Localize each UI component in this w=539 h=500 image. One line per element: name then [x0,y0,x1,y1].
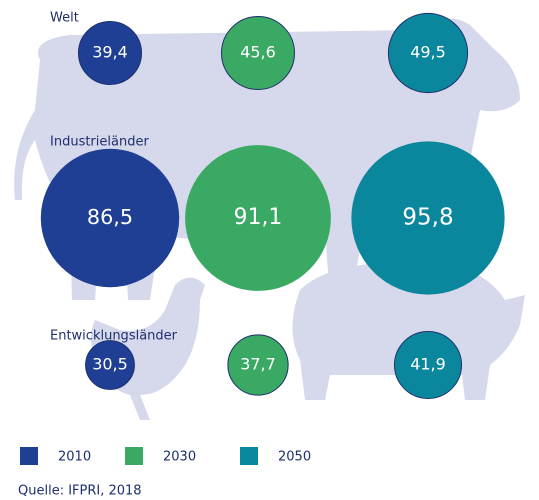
row-label: Welt [50,11,79,26]
bubble-label: 41,9 [410,355,446,374]
bubble-label: 37,7 [240,355,276,374]
bubble [77,20,143,86]
bubble-label: 45,6 [240,43,276,62]
bubble [393,330,463,400]
bubble-label: 49,5 [410,43,446,62]
row-label: Industrieländer [50,135,149,150]
bubble [221,16,295,90]
bubble [351,141,505,295]
bubble [227,334,289,396]
bubble-label: 95,8 [402,205,453,231]
bubble [387,12,469,94]
legend-swatch [240,447,258,465]
bubble-label: 39,4 [92,43,128,62]
legend-swatch [125,447,143,465]
legend-label: 2030 [163,450,196,465]
bubble [185,145,331,291]
pig-silhouette [292,261,525,400]
bubble [40,148,180,288]
source: Quelle: IFPRI, 2018 [18,484,142,499]
bubble-label: 91,1 [234,205,283,230]
legend-label: 2010 [58,450,91,465]
bubble [85,340,135,390]
bubble-label: 30,5 [92,355,128,374]
legend-label: 2050 [278,450,311,465]
row-label: Entwicklungsländer [50,329,178,344]
bubble-label: 86,5 [87,205,133,229]
legend-swatch [20,447,38,465]
